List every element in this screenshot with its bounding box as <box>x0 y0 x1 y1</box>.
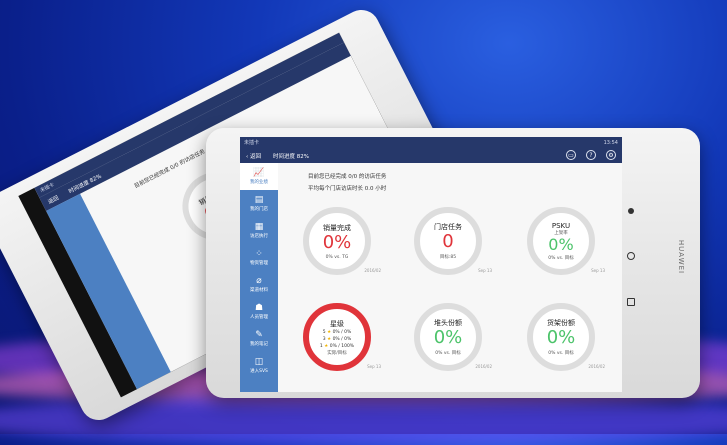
star-icon: ★ <box>324 343 329 349</box>
app-screen: 未插卡 13:54 ‹ 返回 时间进度 82% ▭ ? ⚙ 📈 我的业绩 ▤ 我的门… <box>240 137 622 392</box>
sidebar-item-svs[interactable]: ◫ 进入SVS <box>250 357 268 374</box>
home-hardware-button[interactable] <box>627 252 635 260</box>
time-progress: 时间进度 82% <box>272 153 309 160</box>
help-icon[interactable]: ? <box>586 150 596 160</box>
sidebar-item-visit[interactable]: ▦ 访店执行 <box>250 222 268 239</box>
note-icon: ✎ <box>255 330 263 340</box>
front-tablet: HUAWEI 未插卡 13:54 ‹ 返回 时间进度 82% ▭ ? ⚙ 📈 我的… <box>206 128 700 398</box>
card-star-rating[interactable]: 星级 5 ★ 0% / 0% 3 ★ 0% / 0% 1 ★ 0% / 100%… <box>303 303 381 371</box>
card-endcap-share[interactable]: 堆头份额 0% 0% vs. 目标 2016/02 <box>414 303 492 371</box>
paperclip-icon: ⌀ <box>256 276 262 286</box>
main-content: 目前您已经完成 0/0 的访店任务 平均每个门店访店时长 0.0 小时 销量完成… <box>278 163 622 392</box>
sidebar-item-channel[interactable]: ⌀ 渠道材料 <box>250 276 268 293</box>
enter-icon: ◫ <box>254 357 264 367</box>
people-icon: ☗ <box>254 303 264 313</box>
settings-icon[interactable]: ⚙ <box>606 150 616 160</box>
sidebar-item-stores[interactable]: ▤ 我的门店 <box>250 195 268 212</box>
sidebar-item-materials[interactable]: ⁘ 物资管理 <box>250 249 268 266</box>
sidebar-item-staff[interactable]: ☗ 人员管理 <box>250 303 268 320</box>
back-hardware-button[interactable] <box>628 208 634 214</box>
chart-icon: 📈 <box>253 168 265 178</box>
card-shelf-share[interactable]: 货架份额 0% 0% vs. 目标 2016/02 <box>527 303 605 371</box>
menu-hardware-button[interactable] <box>627 298 635 306</box>
card-store-tasks[interactable]: 门店任务 0 目标:85 Sep 13 <box>414 207 492 275</box>
summary-line-1: 目前您已经完成 0/0 的访店任务 <box>308 174 387 180</box>
nav-bar: ‹ 返回 时间进度 82% ▭ ? ⚙ <box>240 148 622 163</box>
card-sales[interactable]: 销量完成 0% 0% vs. TG 2016/02 <box>303 207 381 275</box>
star-icon: ★ <box>327 336 332 342</box>
message-icon[interactable]: ▭ <box>566 150 576 160</box>
back-button[interactable]: ‹ 返回 <box>246 153 261 160</box>
summary-line-2: 平均每个门店访店时长 0.0 小时 <box>308 186 387 192</box>
grid-icon: ⁘ <box>255 249 263 259</box>
sidebar: 📈 我的业绩 ▤ 我的门店 ▦ 访店执行 ⁘ 物资管理 ⌀ 渠道材料 ☗ 人员管理 ✎ 我的笔… <box>240 163 278 392</box>
store-icon: ▤ <box>254 195 264 205</box>
clipboard-icon: ▦ <box>254 222 264 232</box>
brand-logo: HUAWEI <box>676 239 685 275</box>
sidebar-item-notes[interactable]: ✎ 我的笔记 <box>250 330 268 347</box>
sidebar-item-performance[interactable]: 📈 我的业绩 <box>240 163 278 190</box>
status-bar: 未插卡 13:54 <box>240 137 622 148</box>
star-icon: ★ <box>327 329 332 335</box>
card-psku[interactable]: PSKU 上架率 0% 0% vs. 目标 Sep 13 <box>527 207 605 275</box>
